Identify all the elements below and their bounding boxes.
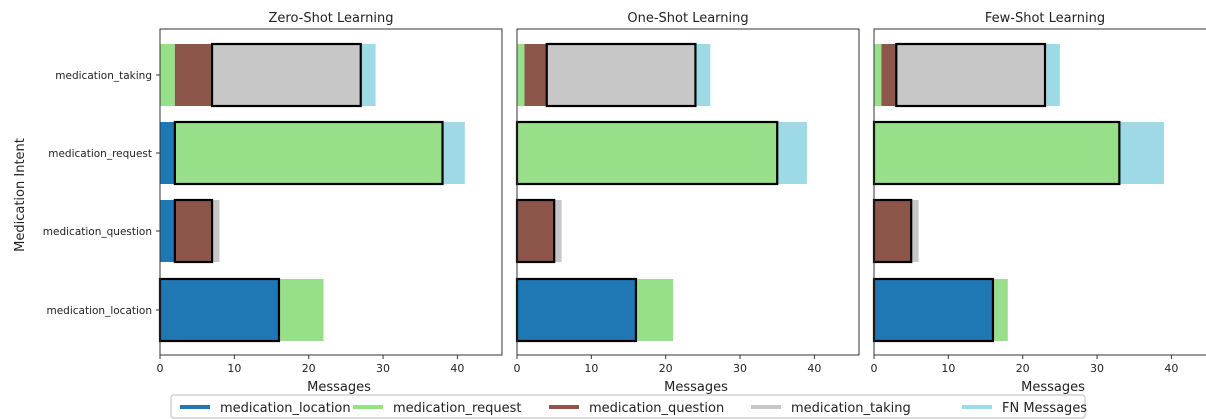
legend-box xyxy=(170,394,1086,419)
x-tick-label: 30 xyxy=(733,362,747,375)
panel-frame xyxy=(159,28,503,356)
bar-segment xyxy=(524,44,547,106)
bar-segment xyxy=(1119,122,1164,184)
bar-segment xyxy=(160,122,175,184)
y-axis-label: Medication Intent xyxy=(13,138,28,252)
bar-segment xyxy=(874,200,912,262)
bar-segment xyxy=(777,122,807,184)
bar-segment xyxy=(442,122,465,184)
x-tick-label: 30 xyxy=(1090,362,1104,375)
bar-segment xyxy=(160,279,279,341)
panel: Few-Shot Learning 0 10 20 30 40 Messages xyxy=(871,11,1206,395)
y-tick-label: medication_question xyxy=(43,226,152,238)
bar-segment xyxy=(278,279,324,341)
x-tick-label: 10 xyxy=(227,362,241,375)
x-axis-label: Messages xyxy=(664,380,728,395)
panel-frame xyxy=(873,28,1206,356)
x-tick-label: 20 xyxy=(1016,362,1030,375)
bar-segment xyxy=(881,44,897,106)
panel-title: Few-Shot Learning xyxy=(985,11,1105,26)
bar-segment xyxy=(517,279,636,341)
legend-label: medication_question xyxy=(589,401,724,416)
bar-highlight-outline xyxy=(545,42,697,108)
x-tick-label: 40 xyxy=(807,362,821,375)
bar-segment xyxy=(360,44,376,106)
y-tick-label: medication_request xyxy=(48,148,152,160)
x-tick-label: 20 xyxy=(302,362,316,375)
bar-segment xyxy=(160,200,175,262)
x-tick-label: 30 xyxy=(376,362,390,375)
panel: Zero-Shot Learning 0 10 20 30 40 Messages medic… xyxy=(43,11,503,395)
bar-segment xyxy=(160,44,175,106)
y-tick-label: medication_taking xyxy=(55,70,152,82)
bar-segment xyxy=(874,122,1120,184)
panel-title: Zero-Shot Learning xyxy=(269,11,394,26)
x-tick-label: 0 xyxy=(514,362,521,375)
legend-label: medication_taking xyxy=(791,401,911,416)
bar-segment xyxy=(174,200,213,262)
bar-segment xyxy=(212,200,220,262)
bar-segment xyxy=(212,44,361,106)
bar-segment xyxy=(174,122,443,184)
bar-segment xyxy=(546,44,696,106)
x-tick-label: 10 xyxy=(584,362,598,375)
bar-highlight-outline xyxy=(210,42,362,108)
x-tick-label: 20 xyxy=(659,362,673,375)
bar-segment xyxy=(992,279,1008,341)
panel-title: One-Shot Learning xyxy=(627,11,748,26)
x-axis-label: Messages xyxy=(307,380,371,395)
x-tick-label: 40 xyxy=(1164,362,1178,375)
bar-segment xyxy=(174,44,213,106)
bar-segment xyxy=(517,122,778,184)
panel: One-Shot Learning 0 10 20 30 40 Messages xyxy=(514,11,860,395)
bar-segment xyxy=(517,200,555,262)
legend-label: FN Messages xyxy=(1002,401,1087,416)
bar-segment xyxy=(911,200,919,262)
bar-segment xyxy=(695,44,711,106)
bar-segment xyxy=(1045,44,1060,106)
x-tick-label: 10 xyxy=(941,362,955,375)
x-axis-label: Messages xyxy=(1021,380,1085,395)
bar-highlight-outline xyxy=(173,120,444,186)
bar-segment xyxy=(874,279,993,341)
bar-segment xyxy=(554,200,562,262)
legend-label: medication_request xyxy=(393,401,521,416)
bar-highlight-outline xyxy=(173,198,214,264)
bar-segment xyxy=(635,279,674,341)
bar-segment xyxy=(517,44,525,106)
bar-segment xyxy=(896,44,1045,106)
y-tick-label: medication_location xyxy=(46,305,152,317)
panel-frame xyxy=(516,28,860,356)
bar-segment xyxy=(874,44,882,106)
x-tick-label: 0 xyxy=(871,362,878,375)
x-tick-label: 40 xyxy=(450,362,464,375)
panels: Zero-Shot Learning 0 10 20 30 40 Messages medic… xyxy=(43,11,1206,395)
x-tick-label: 0 xyxy=(157,362,164,375)
bar-highlight-outline xyxy=(895,42,1047,108)
legend: medication_location medication_request med… xyxy=(170,394,1087,419)
legend-label: medication_location xyxy=(220,401,351,416)
